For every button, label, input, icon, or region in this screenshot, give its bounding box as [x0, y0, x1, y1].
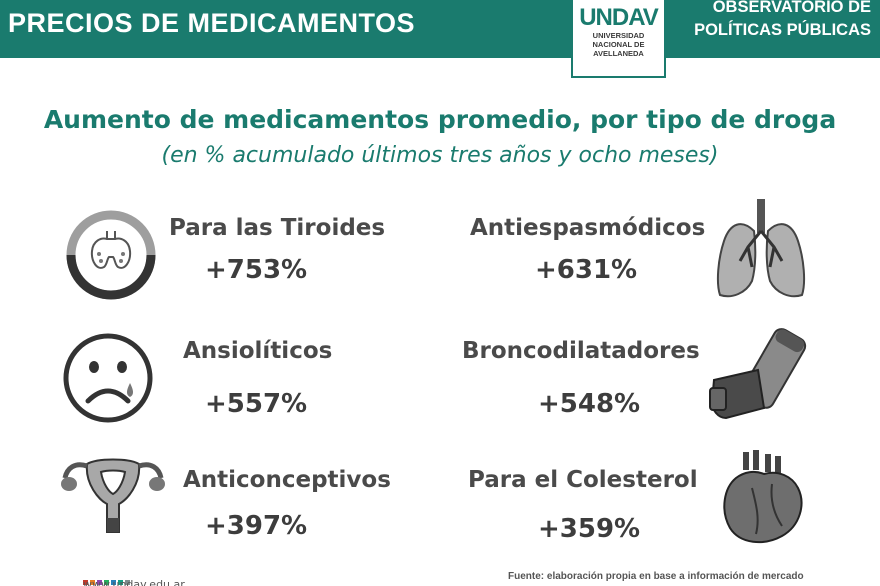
heart-icon [723, 450, 803, 544]
brand-dots [83, 570, 132, 586]
uterus-icon [61, 458, 165, 533]
category-label: Para el Colesterol [468, 467, 698, 493]
value-label: +359% [538, 514, 641, 544]
value-label: +548% [538, 389, 641, 419]
logo-sub-line-1: UNIVERSIDAD [592, 31, 645, 40]
brand-dot [111, 580, 116, 585]
observatorio-label: OBSERVATORIO DE POLÍTICAS PÚBLICAS [694, 0, 871, 42]
category-label: Antiespasmódicos [470, 215, 706, 241]
category-label: Anticonceptivos [183, 467, 391, 493]
brand-dot [104, 580, 109, 585]
observatorio-line-1: OBSERVATORIO DE [712, 0, 871, 16]
source-note: Fuente: elaboración propia en base a inf… [508, 571, 804, 582]
thyroid-icon [66, 210, 156, 300]
brand-dot [90, 580, 95, 585]
value-label: +397% [205, 511, 308, 541]
undav-logo: UNDAV UNIVERSIDAD NACIONAL DE AVELLANEDA [571, 0, 666, 78]
brand-dot [125, 580, 130, 585]
category-label: Broncodilatadores [462, 338, 700, 364]
page-title: PRECIOS DE MEDICAMENTOS [8, 8, 416, 38]
category-label: Para las Tiroides [169, 215, 386, 241]
logo-subtitle: UNIVERSIDAD NACIONAL DE AVELLANEDA [573, 31, 664, 58]
inhaler-icon [709, 328, 807, 420]
brand-dot [97, 580, 102, 585]
logo-sub-line-3: AVELLANEDA [593, 49, 644, 58]
observatorio-line-2: POLÍTICAS PÚBLICAS [694, 21, 871, 39]
value-label: +753% [205, 255, 308, 285]
category-label: Ansiolíticos [183, 338, 333, 364]
logo-word: UNDAV [579, 4, 659, 31]
website-link[interactable]: www.undav.edu.ar [83, 578, 185, 586]
brand-dot [83, 580, 88, 585]
logo-sub-line-2: NACIONAL DE [592, 40, 645, 49]
chart-subtitle: (en % acumulado últimos tres años y ocho… [161, 143, 719, 168]
brand-dot [118, 580, 123, 585]
sad-face-icon [63, 333, 153, 423]
value-label: +631% [535, 255, 638, 285]
header-bar: PRECIOS DE MEDICAMENTOS OBSERVATORIO DE … [0, 0, 880, 58]
chart-title: Aumento de medicamentos promedio, por ti… [43, 105, 837, 134]
lungs-icon [716, 199, 806, 298]
value-label: +557% [205, 389, 308, 419]
